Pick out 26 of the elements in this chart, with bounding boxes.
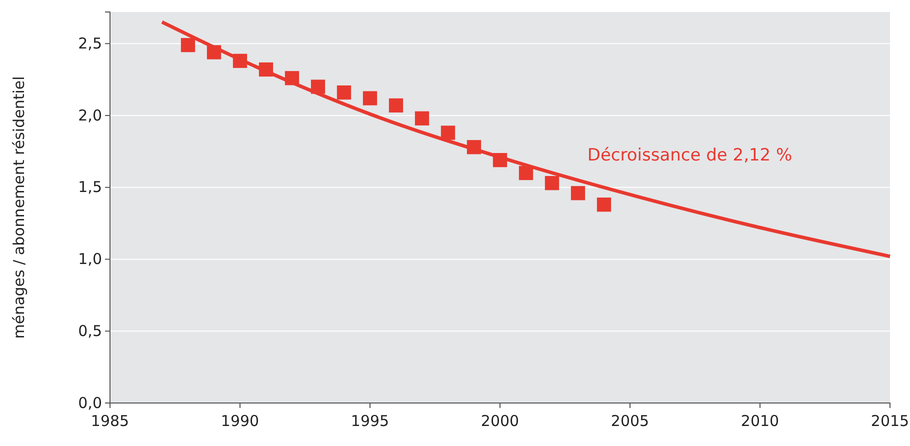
- x-tick-label: 1995: [350, 412, 390, 430]
- x-tick-label: 1990: [220, 412, 260, 430]
- y-tick-label: 2,5: [78, 34, 102, 52]
- x-tick-label: 2000: [480, 412, 520, 430]
- point: [414, 111, 430, 126]
- x-tick-label: 2015: [870, 412, 910, 430]
- y-tick-label: 1,5: [78, 178, 102, 196]
- x-tick-label: 1985: [90, 412, 130, 430]
- y-tick-label: 0,0: [78, 394, 102, 412]
- point: [440, 126, 456, 140]
- point: [388, 98, 404, 113]
- y-tick-label: 1,0: [78, 250, 102, 268]
- y-tick-label: 2,0: [78, 106, 102, 124]
- point: [336, 85, 352, 100]
- point: [362, 91, 378, 106]
- point: [570, 186, 586, 200]
- point: [544, 176, 560, 190]
- annotation: Décroissance de 2,12 %: [587, 146, 792, 166]
- y-tick-label: 0,5: [78, 322, 102, 340]
- x-tick-label: 2010: [740, 412, 780, 430]
- x-tick-label: 2005: [610, 412, 650, 430]
- point: [596, 198, 612, 212]
- point: [518, 166, 534, 180]
- y-axis-title: ménages / abonnement résidentiel: [10, 76, 28, 339]
- line-series: [160, 20, 892, 258]
- point: [180, 38, 196, 52]
